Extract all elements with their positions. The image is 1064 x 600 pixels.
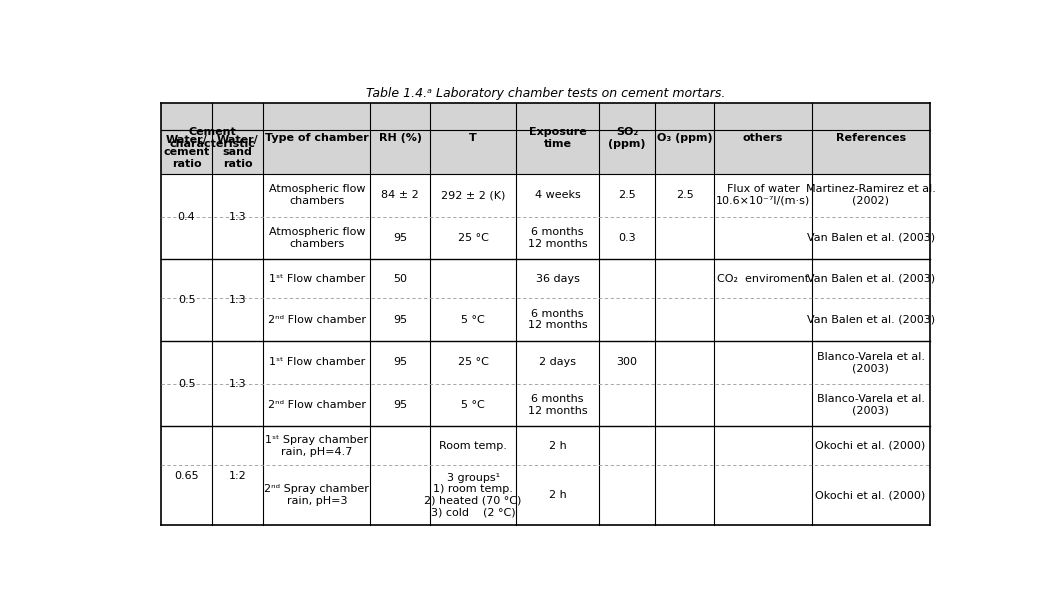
Text: 5 °C: 5 °C — [462, 400, 485, 410]
Text: Type of chamber: Type of chamber — [265, 133, 369, 143]
Text: 0.3: 0.3 — [618, 233, 636, 243]
Text: Exposure
time: Exposure time — [529, 127, 586, 149]
Text: O₃ (ppm): O₃ (ppm) — [656, 133, 713, 143]
Bar — [212, 341, 263, 427]
Text: Martinez-Ramirez et al.
(2002): Martinez-Ramirez et al. (2002) — [805, 184, 935, 206]
Text: RH (%): RH (%) — [379, 133, 421, 143]
Text: Cement
characteristic: Cement characteristic — [169, 127, 255, 149]
Text: 50: 50 — [394, 274, 408, 284]
Text: CO₂  enviroment: CO₂ enviroment — [717, 274, 809, 284]
Text: Blanco-Varela et al.
(2003): Blanco-Varela et al. (2003) — [816, 352, 925, 373]
Text: 0.4: 0.4 — [178, 212, 196, 221]
Text: 2 h: 2 h — [549, 490, 566, 500]
Text: 3 groups¹
1) room temp.
2) heated (70 °C)
3) cold    (2 °C): 3 groups¹ 1) room temp. 2) heated (70 °C… — [425, 473, 521, 517]
Text: 1:3: 1:3 — [229, 295, 247, 305]
Text: others: others — [743, 133, 783, 143]
Text: Water/
cement
ratio: Water/ cement ratio — [164, 136, 210, 169]
Text: Van Balen et al. (2003): Van Balen et al. (2003) — [807, 314, 934, 325]
Text: 5 °C: 5 °C — [462, 314, 485, 325]
Bar — [161, 427, 930, 466]
Text: 0.65: 0.65 — [174, 470, 199, 481]
Text: 2 days: 2 days — [539, 358, 577, 367]
Text: 1:2: 1:2 — [229, 470, 247, 481]
Bar — [161, 259, 930, 298]
Bar — [161, 341, 930, 384]
Text: 95: 95 — [393, 233, 408, 243]
Bar — [161, 298, 930, 341]
Text: 6 months
12 months: 6 months 12 months — [528, 394, 587, 416]
Text: Atmospheric flow
chambers: Atmospheric flow chambers — [268, 227, 365, 249]
Text: T: T — [469, 133, 477, 143]
Text: Van Balen et al. (2003): Van Balen et al. (2003) — [807, 233, 934, 243]
Text: SO₂
(ppm): SO₂ (ppm) — [609, 127, 646, 149]
Bar — [212, 427, 263, 525]
Text: 1:3: 1:3 — [229, 212, 247, 221]
Bar — [161, 217, 930, 259]
Text: Okochi et al. (2000): Okochi et al. (2000) — [815, 441, 926, 451]
Bar — [212, 174, 263, 259]
Text: 300: 300 — [616, 358, 637, 367]
Text: 2ⁿᵈ Flow chamber: 2ⁿᵈ Flow chamber — [268, 314, 366, 325]
Bar — [161, 174, 212, 259]
Text: 6 months
12 months: 6 months 12 months — [528, 227, 587, 249]
Text: 84 ± 2: 84 ± 2 — [381, 190, 419, 200]
Text: 0.5: 0.5 — [178, 379, 196, 389]
Bar — [161, 384, 930, 427]
Bar — [161, 466, 930, 525]
Bar — [212, 259, 263, 341]
Bar — [161, 259, 212, 341]
Text: 1:3: 1:3 — [229, 379, 247, 389]
Text: 292 ± 2 (K): 292 ± 2 (K) — [440, 190, 505, 200]
Text: 95: 95 — [393, 314, 408, 325]
Text: References: References — [835, 133, 905, 143]
Text: Van Balen et al. (2003): Van Balen et al. (2003) — [807, 274, 934, 284]
Text: 95: 95 — [393, 400, 408, 410]
Text: Atmospheric flow
chambers: Atmospheric flow chambers — [268, 184, 365, 206]
Text: 4 weeks: 4 weeks — [535, 190, 581, 200]
Text: 2 h: 2 h — [549, 441, 566, 451]
Text: Table 1.4.ᵃ Laboratory chamber tests on cement mortars.: Table 1.4.ᵃ Laboratory chamber tests on … — [366, 86, 725, 100]
Text: Blanco-Varela et al.
(2003): Blanco-Varela et al. (2003) — [816, 394, 925, 416]
Text: Okochi et al. (2000): Okochi et al. (2000) — [815, 490, 926, 500]
Text: Water/
sand
ratio: Water/ sand ratio — [217, 136, 259, 169]
Bar — [161, 103, 930, 174]
Text: 1ˢᵗ Flow chamber: 1ˢᵗ Flow chamber — [269, 358, 365, 367]
Text: Flux of water
10.6×10⁻⁷l/(m·s): Flux of water 10.6×10⁻⁷l/(m·s) — [716, 184, 810, 206]
Text: 1ˢᵗ Spray chamber
rain, pH=4.7: 1ˢᵗ Spray chamber rain, pH=4.7 — [265, 435, 368, 457]
Text: 36 days: 36 days — [536, 274, 580, 284]
Text: Room temp.: Room temp. — [439, 441, 508, 451]
Text: 2ⁿᵈ Spray chamber
rain, pH=3: 2ⁿᵈ Spray chamber rain, pH=3 — [265, 484, 369, 506]
Text: 95: 95 — [393, 358, 408, 367]
Text: 1ˢᵗ Flow chamber: 1ˢᵗ Flow chamber — [269, 274, 365, 284]
Bar — [161, 427, 212, 525]
Text: 2ⁿᵈ Flow chamber: 2ⁿᵈ Flow chamber — [268, 400, 366, 410]
Text: 2.5: 2.5 — [676, 190, 694, 200]
Text: 0.5: 0.5 — [178, 295, 196, 305]
Bar — [161, 174, 930, 217]
Bar — [161, 341, 212, 427]
Text: 2.5: 2.5 — [618, 190, 636, 200]
Text: 25 °C: 25 °C — [458, 358, 488, 367]
Text: 6 months
12 months: 6 months 12 months — [528, 309, 587, 331]
Text: 25 °C: 25 °C — [458, 233, 488, 243]
